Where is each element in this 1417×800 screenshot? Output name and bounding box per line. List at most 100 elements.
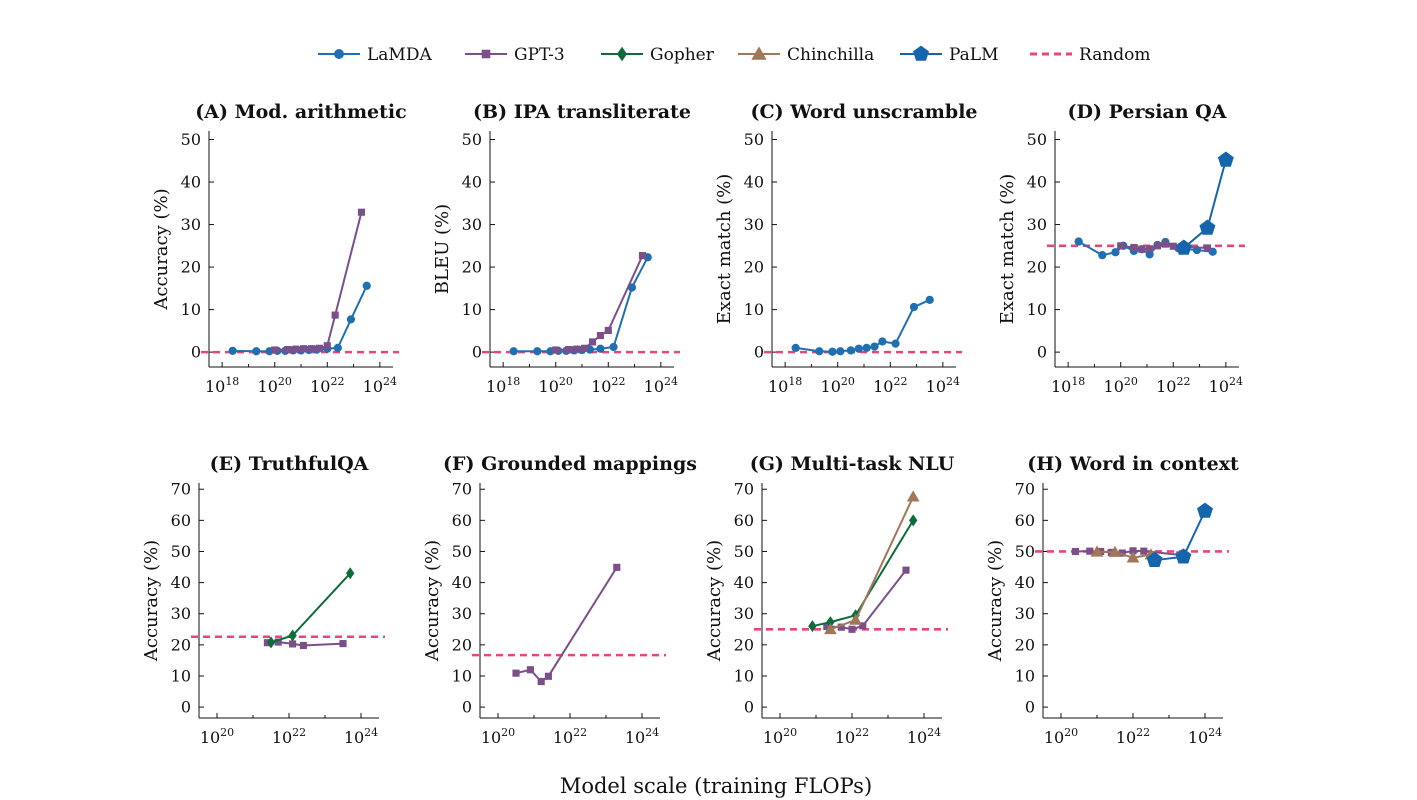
y-tick-label: 50: [734, 542, 754, 561]
x-tick-label: 1024: [926, 375, 960, 396]
x-tick-label: 1020: [200, 726, 234, 747]
data-point: [362, 281, 371, 290]
data-point: [837, 623, 845, 631]
panel-title: (F) Grounded mappings: [443, 453, 697, 475]
data-point: [859, 622, 867, 630]
data-point: [823, 622, 831, 631]
x-tick-label: 1022: [835, 726, 869, 747]
y-tick-label: 30: [1015, 604, 1035, 623]
data-point: [228, 346, 237, 355]
data-point: [1153, 242, 1162, 250]
y-tick-label: 10: [181, 300, 201, 319]
y-axis-label: Exact match (%): [714, 174, 735, 325]
x-tick-label: 1024: [1188, 726, 1222, 747]
legend-label: PaLM: [949, 45, 999, 65]
legend-marker-triangle: [751, 46, 767, 60]
data-point: [1146, 245, 1154, 253]
data-point: [1117, 242, 1125, 250]
panel-title: (G) Multi-task NLU: [750, 453, 955, 475]
series-lamda: [228, 281, 371, 356]
data-point: [544, 672, 552, 680]
y-tick-label: 60: [452, 511, 472, 530]
legend-marker-square: [481, 49, 491, 59]
series-gopher: [808, 514, 918, 633]
y-tick-label: 70: [1015, 480, 1035, 499]
data-point: [1071, 547, 1079, 556]
legend-label: Chinchilla: [787, 45, 874, 65]
data-point: [1175, 239, 1192, 255]
y-tick-label: 40: [1015, 573, 1035, 592]
y-tick-label: 20: [734, 635, 754, 654]
y-tick-label: 0: [1025, 698, 1035, 717]
series-line: [513, 256, 649, 353]
data-point: [1161, 240, 1169, 248]
x-tick-label: 1020: [1104, 375, 1138, 396]
panel-title: (B) IPA transliterate: [473, 101, 691, 123]
y-tick-label: 40: [1027, 173, 1047, 192]
y-tick-label: 10: [744, 300, 764, 319]
data-point: [1074, 237, 1083, 246]
data-point: [1108, 545, 1122, 557]
x-tick-label: 1024: [363, 375, 397, 396]
y-tick-label: 60: [1015, 511, 1035, 530]
y-axis-label: Accuracy (%): [704, 540, 725, 662]
data-point: [846, 346, 855, 355]
y-tick-label: 30: [744, 215, 764, 234]
data-point: [925, 295, 934, 304]
x-tick-label: 1018: [486, 375, 520, 396]
x-tick-label: 1022: [873, 375, 907, 396]
y-tick-label: 10: [734, 666, 754, 685]
data-point: [333, 343, 342, 352]
data-point: [870, 342, 879, 351]
data-point: [836, 347, 845, 356]
x-tick-label: 1024: [344, 726, 378, 747]
panel-title: (E) TruthfulQA: [210, 453, 369, 475]
series-line: [795, 298, 931, 353]
data-point: [1118, 549, 1126, 557]
x-tick-label: 1020: [539, 375, 573, 396]
data-point: [902, 566, 910, 574]
y-tick-label: 30: [734, 604, 754, 623]
series-palm: [1146, 502, 1213, 567]
y-tick-label: 50: [1015, 542, 1035, 561]
data-point: [537, 678, 545, 686]
y-tick-label: 10: [462, 300, 482, 319]
data-point: [826, 616, 835, 629]
y-tick-label: 0: [462, 698, 472, 717]
x-tick-label: 1020: [821, 375, 855, 396]
x-tick-label: 1020: [1044, 726, 1078, 747]
y-tick-label: 30: [462, 215, 482, 234]
y-tick-label: 40: [181, 173, 201, 192]
series-gpt-3: [552, 252, 647, 354]
data-point: [909, 514, 918, 527]
data-point: [357, 208, 366, 216]
y-tick-label: 0: [181, 698, 191, 717]
y-tick-label: 50: [744, 130, 764, 149]
data-point: [824, 622, 837, 635]
y-tick-label: 40: [462, 173, 482, 192]
series-gpt-3: [512, 563, 621, 686]
data-point: [596, 331, 604, 340]
data-point: [878, 337, 887, 346]
data-point: [346, 315, 356, 324]
series-palm: [1175, 151, 1234, 255]
data-point: [339, 640, 347, 648]
x-tick-label: 1020: [481, 726, 515, 747]
y-tick-label: 30: [452, 604, 472, 623]
y-tick-label: 60: [734, 511, 754, 530]
data-point: [252, 347, 261, 356]
series-gopher: [266, 567, 355, 649]
series-lamda: [791, 295, 934, 356]
x-tick-label: 1024: [625, 726, 659, 747]
series-line: [812, 519, 915, 628]
data-point: [862, 343, 871, 352]
legend-item-gopher: Gopher: [601, 45, 715, 65]
legend-item-palm: PaLM: [900, 45, 999, 65]
series-line: [830, 496, 915, 631]
y-tick-label: 30: [1027, 215, 1047, 234]
